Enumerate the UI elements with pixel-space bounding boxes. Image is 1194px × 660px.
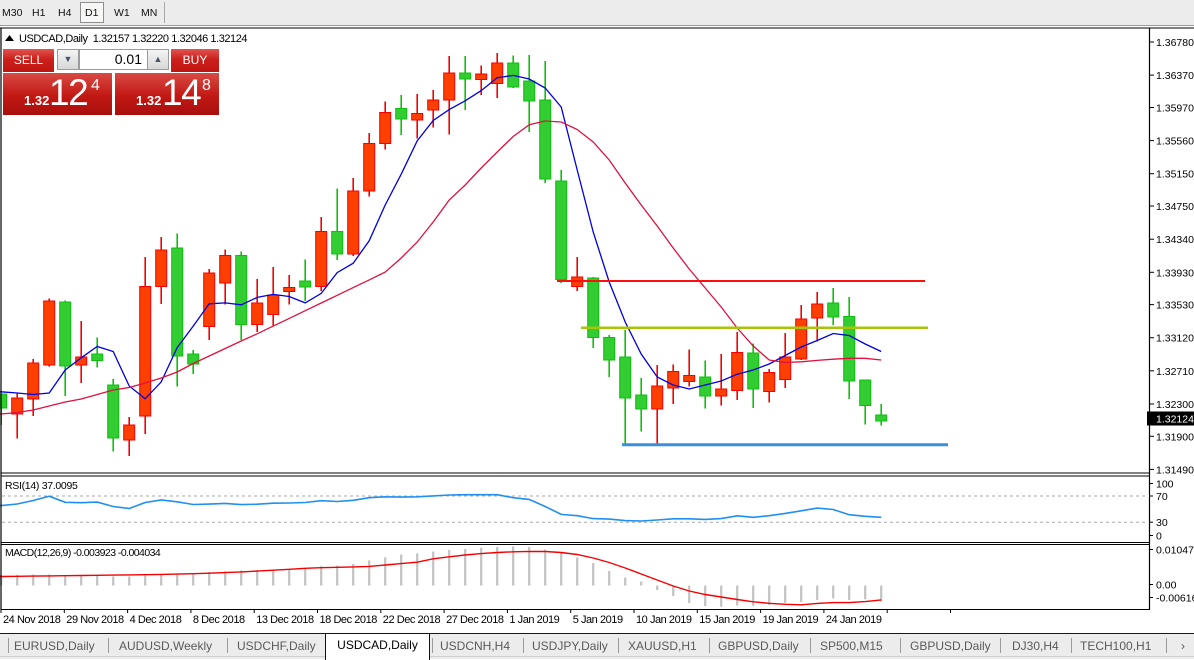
svg-text:19 Jan 2019: 19 Jan 2019	[763, 614, 819, 626]
svg-text:8 Dec 2018: 8 Dec 2018	[193, 614, 245, 626]
svg-text:0.00: 0.00	[1156, 580, 1177, 592]
svg-text:1.35560: 1.35560	[1156, 136, 1194, 148]
svg-text:10 Jan 2019: 10 Jan 2019	[636, 614, 692, 626]
svg-text:1.33930: 1.33930	[1156, 267, 1194, 279]
svg-text:-0.006164: -0.006164	[1156, 593, 1194, 605]
svg-text:1.33530: 1.33530	[1156, 300, 1194, 312]
svg-text:1.34750: 1.34750	[1156, 201, 1194, 213]
svg-text:24 Nov 2018: 24 Nov 2018	[3, 614, 61, 626]
svg-text:USDCAD,Daily 1.32157 1.32220: USDCAD,Daily 1.32157 1.32220 1.32046 1.3…	[19, 33, 247, 45]
svg-text:1.32710: 1.32710	[1156, 366, 1194, 378]
svg-text:70: 70	[1156, 491, 1168, 503]
svg-text:1.31900: 1.31900	[1156, 431, 1194, 443]
svg-text:29 Nov 2018: 29 Nov 2018	[66, 614, 124, 626]
svg-text:13 Dec 2018: 13 Dec 2018	[256, 614, 314, 626]
svg-text:1.36370: 1.36370	[1156, 70, 1194, 82]
svg-text:1.35150: 1.35150	[1156, 169, 1194, 181]
svg-text:30: 30	[1156, 517, 1168, 529]
svg-text:15 Jan 2019: 15 Jan 2019	[699, 614, 755, 626]
svg-text:5 Jan 2019: 5 Jan 2019	[573, 614, 623, 626]
svg-text:RSI(14) 37.0095: RSI(14) 37.0095	[5, 480, 78, 492]
svg-text:1.31490: 1.31490	[1156, 464, 1194, 476]
svg-text:18 Dec 2018: 18 Dec 2018	[320, 614, 378, 626]
svg-text:1.34340: 1.34340	[1156, 234, 1194, 246]
svg-text:1 Jan 2019: 1 Jan 2019	[509, 614, 559, 626]
svg-text:27 Dec 2018: 27 Dec 2018	[446, 614, 504, 626]
svg-text:100: 100	[1156, 479, 1174, 491]
svg-text:22 Dec 2018: 22 Dec 2018	[383, 614, 441, 626]
svg-text:24 Jan 2019: 24 Jan 2019	[826, 614, 882, 626]
svg-text:1.35970: 1.35970	[1156, 103, 1194, 115]
svg-text:1.33120: 1.33120	[1156, 333, 1194, 345]
svg-text:0.010471: 0.010471	[1156, 545, 1194, 557]
svg-text:4 Dec 2018: 4 Dec 2018	[130, 614, 182, 626]
svg-text:1.36780: 1.36780	[1156, 37, 1194, 49]
svg-text:MACD(12,26,9) -0.003923 -0.004: MACD(12,26,9) -0.003923 -0.004034	[5, 547, 161, 559]
svg-text:1.32300: 1.32300	[1156, 399, 1194, 411]
svg-text:0: 0	[1156, 531, 1162, 543]
svg-text:1.32124: 1.32124	[1156, 414, 1194, 426]
